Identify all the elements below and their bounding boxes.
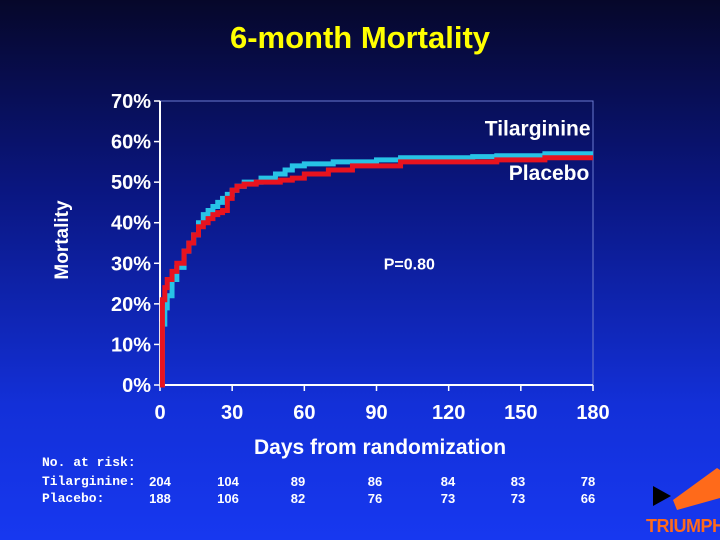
y-tick-label: 10% (111, 334, 151, 356)
risk-value: 66 (580, 491, 596, 506)
y-tick-label: 0% (122, 375, 151, 397)
risk-value: 89 (290, 474, 306, 489)
chart-title: 6-month Mortality (229, 20, 491, 55)
x-tick-label: 30 (221, 402, 243, 424)
x-tick-label: 60 (293, 402, 315, 424)
risk-label-placebo: Placebo: (42, 491, 105, 506)
logo-text: TRIUMPH (646, 516, 720, 536)
x-tick-label: 0 (154, 402, 165, 424)
risk-value: 76 (367, 491, 383, 506)
x-tick-label: 120 (432, 402, 465, 424)
axes (154, 100, 594, 391)
risk-value: 188 (149, 491, 171, 506)
y-axis-label: Mortality (52, 200, 73, 280)
risk-value: 204 (149, 474, 171, 489)
series-line-tilarginine (159, 151, 593, 388)
triumph-logo (653, 468, 720, 510)
risk-value: 73 (440, 491, 456, 506)
x-axis-label: Days from randomization (253, 436, 507, 459)
risk-value: 82 (290, 491, 306, 506)
annotation-placebo: Placebo (509, 162, 590, 185)
series-lines (159, 151, 593, 388)
risk-value: 83 (510, 474, 526, 489)
risk-header: No. at risk: (42, 455, 136, 470)
risk-value: 106 (217, 491, 239, 506)
logo-arrow-icon (653, 486, 671, 506)
y-tick-label: 50% (111, 172, 151, 194)
tick-labels: 0% 10% 20% 30% 40% 50% 60% 70% 0 30 60 90 120 150 180 (111, 91, 610, 424)
x-tick-label: 150 (504, 402, 537, 424)
risk-label-tilarginine: Tilarginine: (42, 474, 136, 489)
y-tick-label: 30% (111, 253, 151, 275)
logo-stripe-icon (673, 468, 720, 510)
plot-area (159, 100, 594, 386)
risk-value: 104 (217, 474, 239, 489)
y-tick-label: 20% (111, 294, 151, 316)
series-line-placebo (159, 155, 593, 388)
y-tick-label: 60% (111, 132, 151, 154)
annotation-tilarginine: Tilarginine (485, 117, 591, 140)
annotations: Tilarginine Placebo P=0.80 (384, 117, 591, 273)
risk-value: 86 (367, 474, 383, 489)
risk-value: 78 (580, 474, 596, 489)
x-tick-label: 90 (365, 402, 387, 424)
x-tick-label: 180 (576, 402, 609, 424)
risk-value: 73 (510, 491, 526, 506)
risk-value: 84 (440, 474, 456, 489)
y-tick-label: 70% (111, 91, 151, 113)
y-tick-label: 40% (111, 213, 151, 235)
annotation-p-value: P=0.80 (384, 256, 435, 273)
